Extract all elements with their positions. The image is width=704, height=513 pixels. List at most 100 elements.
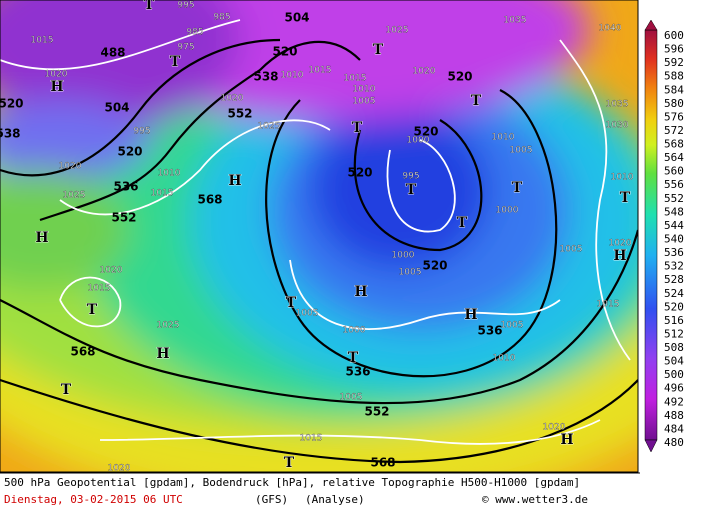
geopotential-label: 520 <box>117 145 142 159</box>
pressure-label: 1025 <box>157 321 180 331</box>
geopotential-label: 536 <box>113 180 138 194</box>
colorbar-label: 588 <box>664 70 684 83</box>
colorbar-label: 504 <box>664 355 684 368</box>
colorbar-label: 580 <box>664 97 684 110</box>
colorbar-label: 568 <box>664 138 684 151</box>
pressure-label: 995 <box>402 172 419 182</box>
footer-caption: 500 hPa Geopotential [gpdam], Bodendruck… <box>4 476 580 489</box>
pressure-label: 1000 <box>343 326 366 336</box>
geopotential-label: 538 <box>253 70 278 84</box>
pressure-label: 1030 <box>606 121 629 131</box>
pressure-label: 1015 <box>344 74 367 84</box>
colorbar-label: 584 <box>664 83 684 96</box>
pressure-label: 1005 <box>560 245 583 255</box>
pressure-center: H <box>560 432 573 448</box>
pressure-label: 1000 <box>392 251 415 261</box>
colorbar-label: 564 <box>664 151 684 164</box>
colorbar-label: 548 <box>664 205 684 218</box>
pressure-center: H <box>35 230 48 246</box>
geopotential-label: 536 <box>345 365 370 379</box>
pressure-center: T <box>286 295 297 311</box>
geopotential-label: 552 <box>364 405 389 419</box>
pressure-center: T <box>61 382 72 398</box>
pressure-label: 1015 <box>151 189 174 199</box>
map-frame <box>0 0 639 473</box>
pressure-label: 1040 <box>599 24 622 34</box>
geopotential-label: 520 <box>422 259 447 273</box>
pressure-center: H <box>464 307 477 323</box>
pressure-center: T <box>457 215 468 231</box>
geopotential-label: 504 <box>284 11 309 25</box>
colorbar-label: 572 <box>664 124 684 137</box>
colorbar-label: 556 <box>664 178 684 191</box>
pressure-label: 1005 <box>296 309 319 319</box>
geopotential-label: 520 <box>347 166 372 180</box>
pressure-label: 1020 <box>59 162 82 172</box>
colorbar-top-arrow <box>644 19 658 31</box>
colorbar-label: 500 <box>664 368 684 381</box>
colorbar-label: 544 <box>664 219 684 232</box>
geopotential-label: 520 <box>0 97 24 111</box>
footer-source: © www.wetter3.de <box>482 493 588 506</box>
colorbar-label: 492 <box>664 395 684 408</box>
geopotential-label: 538 <box>0 127 21 141</box>
pressure-center: T <box>348 350 359 366</box>
colorbar-label: 576 <box>664 110 684 123</box>
pressure-label: 1010 <box>611 173 634 183</box>
colorbar-label: 496 <box>664 382 684 395</box>
pressure-label: 1005 <box>353 97 376 107</box>
pressure-label: 1010 <box>158 169 181 179</box>
geopotential-label: 552 <box>111 211 136 225</box>
colorbar-label: 488 <box>664 409 684 422</box>
pressure-center: H <box>228 173 241 189</box>
colorbar-label: 592 <box>664 56 684 69</box>
pressure-center: H <box>613 248 626 264</box>
geopotential-label: 536 <box>477 324 502 338</box>
colorbar-label: 536 <box>664 246 684 259</box>
pressure-label: 1010 <box>281 71 304 81</box>
pressure-label: 1005 <box>510 146 533 156</box>
pressure-label: 1035 <box>504 16 527 26</box>
pressure-label: 1015 <box>88 284 111 294</box>
pressure-label: 1020 <box>543 423 566 433</box>
geopotential-label: 552 <box>227 107 252 121</box>
pressure-label: 1010 <box>353 85 376 95</box>
pressure-label: 1015 <box>300 434 323 444</box>
pressure-center: T <box>284 455 295 471</box>
pressure-label: 1005 <box>501 321 524 331</box>
pressure-center: T <box>144 0 155 13</box>
pressure-center: T <box>512 180 523 196</box>
geopotential-label: 568 <box>70 345 95 359</box>
pressure-label: 1020 <box>100 266 123 276</box>
pressure-label: 1025 <box>258 122 281 132</box>
footer-date: Dienstag, 03-02-2015 06 UTC <box>4 493 183 506</box>
pressure-center: T <box>471 93 482 109</box>
colorbar-label: 600 <box>664 29 684 42</box>
colorbar-label: 560 <box>664 165 684 178</box>
pressure-center: T <box>352 120 363 136</box>
colorbar-bottom-arrow <box>644 439 658 453</box>
pressure-center: H <box>50 79 63 95</box>
pressure-label: 1005 <box>340 393 363 403</box>
pressure-label: 995 <box>177 1 194 11</box>
pressure-label: 1020 <box>108 464 131 474</box>
colorbar-label: 540 <box>664 233 684 246</box>
colorbar <box>644 29 658 441</box>
pressure-label: 995 <box>133 127 150 137</box>
pressure-label: 1010 <box>492 133 515 143</box>
geopotential-label: 488 <box>100 46 125 60</box>
pressure-center: H <box>354 284 367 300</box>
footer-model: (GFS) <box>255 493 288 506</box>
pressure-label: 1025 <box>63 191 86 201</box>
colorbar-label: 532 <box>664 260 684 273</box>
colorbar-label: 520 <box>664 300 684 313</box>
pressure-label: 1000 <box>496 206 519 216</box>
pressure-label: 1020 <box>45 70 68 80</box>
pressure-label: 1025 <box>386 26 409 36</box>
geopotential-label: 520 <box>272 45 297 59</box>
geopotential-label: 504 <box>104 101 129 115</box>
pressure-center: T <box>406 182 417 198</box>
pressure-isobars <box>0 19 631 445</box>
